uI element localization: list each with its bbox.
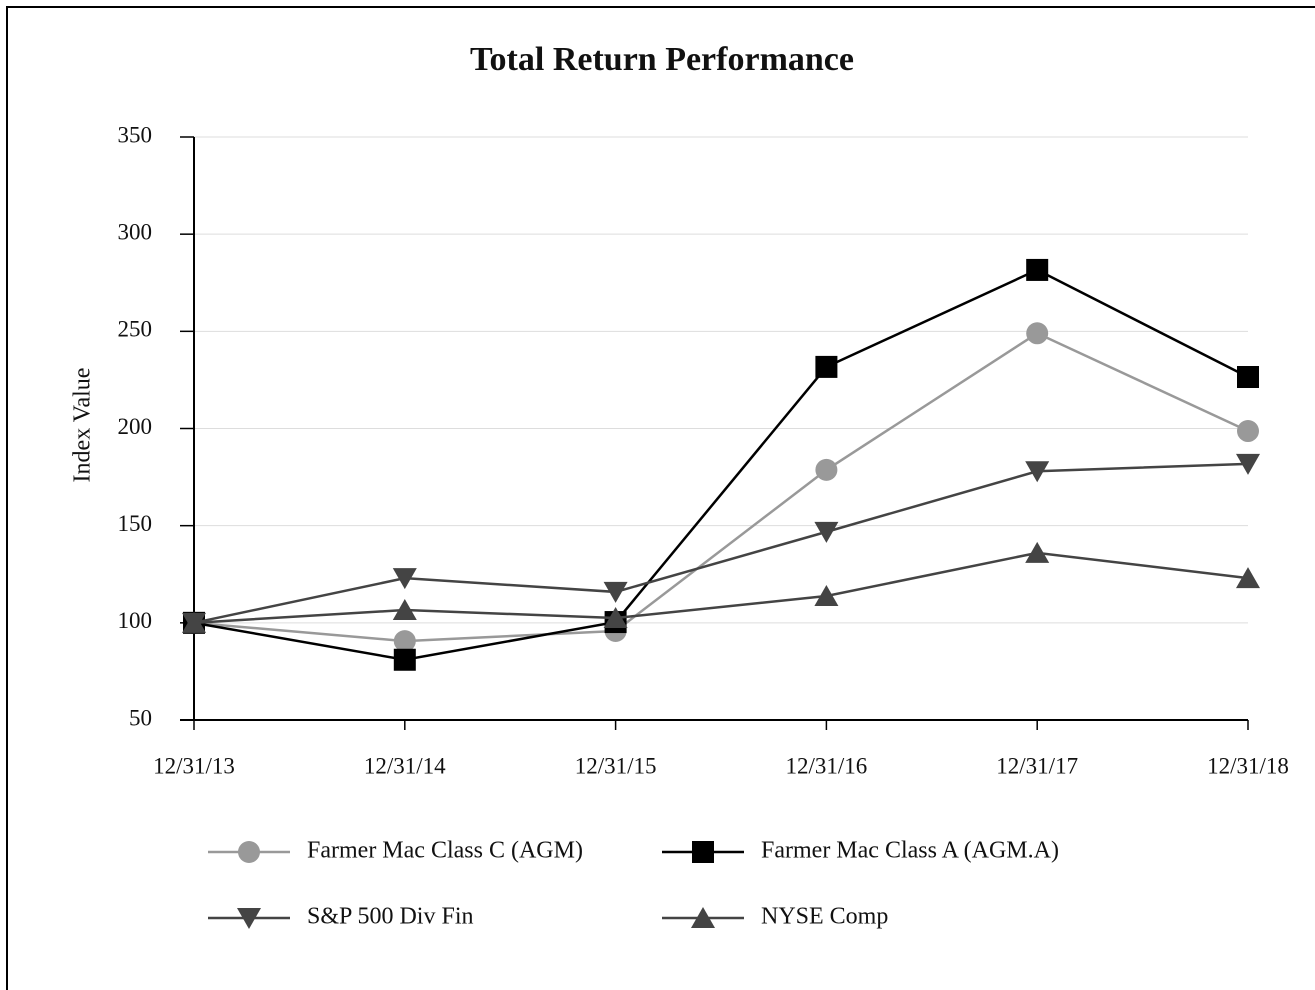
marker [182,611,206,633]
frame [6,6,1315,990]
marker [814,521,839,543]
marker [691,907,715,928]
marker [1026,322,1049,345]
marker [1237,420,1259,443]
legend-label: S&P 500 Div Fin [307,904,474,930]
legend-label: Farmer Mac Class A (AGM.A) [761,838,1059,864]
marker [603,606,628,628]
series-line [193,462,1249,625]
marker [603,581,628,603]
marker [1237,366,1259,389]
y-axis-label: Index Value [70,368,96,483]
legend-label: Farmer Mac Class C (AGM) [307,838,583,864]
legend-label: NYSE Comp [761,904,888,930]
x-tick-label: 12/31/13 [153,753,235,778]
x-tick-label: 12/31/18 [1207,753,1289,778]
marker [392,568,417,590]
x-tick-label: 12/31/15 [575,753,657,778]
series-line [193,331,1249,643]
series-line [193,268,1249,662]
y-tick-label: 250 [118,317,153,342]
marker [392,599,417,621]
x-tick-label: 12/31/14 [364,753,446,778]
y-tick-label: 150 [118,511,153,536]
marker [238,841,260,863]
marker [1025,461,1050,483]
marker [814,585,839,607]
marker [237,908,261,929]
x-tick-label: 12/31/16 [786,753,868,778]
marker [393,648,416,671]
series-line [193,551,1249,625]
marker [1026,258,1049,281]
marker [393,630,416,653]
x-tick-label: 12/31/17 [996,753,1078,778]
marker [1236,453,1260,475]
y-tick-label: 100 [118,608,153,633]
marker [815,458,838,481]
y-tick-label: 50 [129,705,152,730]
marker [1025,541,1050,563]
marker [815,355,838,378]
marker [1236,567,1260,589]
chart-title: Total Return Performance [470,41,854,78]
y-tick-label: 200 [118,414,153,439]
marker [692,841,714,863]
y-tick-label: 350 [118,122,153,147]
y-tick-label: 300 [118,219,153,244]
